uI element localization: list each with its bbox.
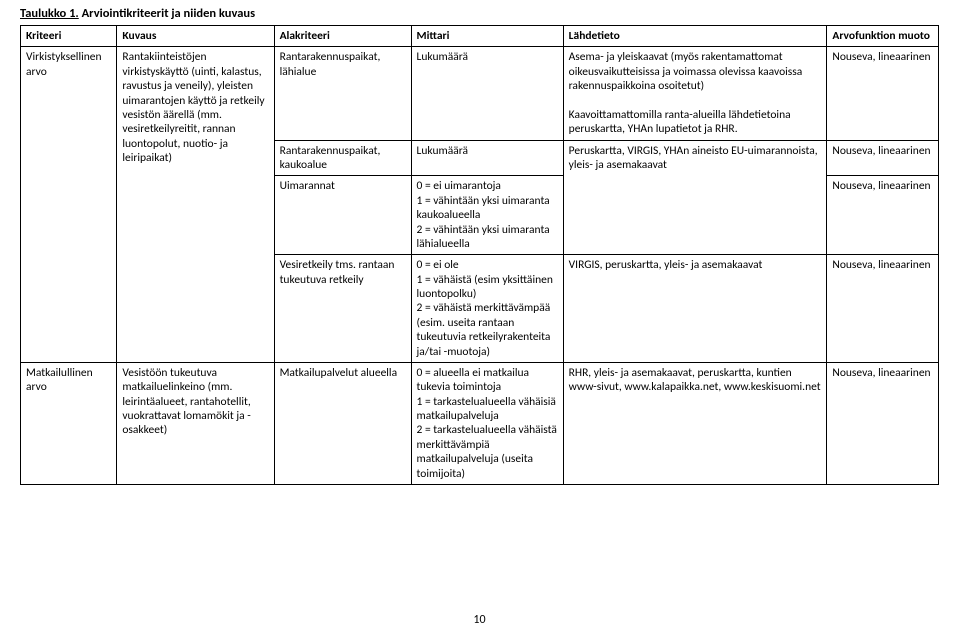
cell-mittari: Lukumäärä: [411, 140, 563, 176]
caption-label: Taulukko 1.: [20, 6, 79, 21]
cell-arvofunktio: Nouseva, lineaarinen: [827, 255, 939, 363]
cell-kriteeri: Matkailullinen arvo: [21, 362, 117, 484]
cell-mittari: 0 = ei ole1 = vähäistä (esim yksittäinen…: [411, 255, 563, 363]
caption-rest: Arviointikriteerit ja niiden kuvaus: [79, 6, 255, 21]
table-row: Matkailullinen arvo Vesistöön tukeutuva …: [21, 362, 939, 484]
header-arvofunktio: Arvofunktion muoto: [827, 26, 939, 47]
cell-arvofunktio: Nouseva, lineaarinen: [827, 140, 939, 176]
header-lahdetieto: Lähdetieto: [563, 26, 827, 47]
table-caption: Taulukko 1. Arviointikriteerit ja niiden…: [20, 6, 939, 21]
table-row: Virkistyksellinen arvo Rantakiinteistöje…: [21, 47, 939, 140]
cell-mittari: 0 = ei uimarantoja1 = vähintään yksi uim…: [411, 176, 563, 255]
cell-kuvaus: Rantakiinteistöjen virkistyskäyttö (uint…: [117, 47, 274, 363]
cell-lahdetieto: VIRGIS, peruskartta, yleis- ja asemakaav…: [563, 255, 827, 363]
cell-lahdetieto: Asema- ja yleiskaavat (myös rakentamatto…: [563, 47, 827, 140]
cell-alakriteeri: Vesiretkeily tms. rantaan tukeutuva retk…: [274, 255, 411, 363]
header-kriteeri: Kriteeri: [21, 26, 117, 47]
cell-arvofunktio: Nouseva, lineaarinen: [827, 176, 939, 255]
header-mittari: Mittari: [411, 26, 563, 47]
cell-lahdetieto: RHR, yleis- ja asemakaavat, peruskartta,…: [563, 362, 827, 484]
cell-mittari: 0 = alueella ei matkailua tukevia toimin…: [411, 362, 563, 484]
cell-alakriteeri: Rantarakennuspaikat, kaukoalue: [274, 140, 411, 176]
table-header-row: Kriteeri Kuvaus Alakriteeri Mittari Lähd…: [21, 26, 939, 47]
cell-kriteeri: Virkistyksellinen arvo: [21, 47, 117, 363]
cell-alakriteeri: Rantarakennuspaikat, lähialue: [274, 47, 411, 140]
cell-arvofunktio: Nouseva, lineaarinen: [827, 47, 939, 140]
cell-lahdetieto: Peruskartta, VIRGIS, YHAn aineisto EU-ui…: [563, 140, 827, 255]
cell-alakriteeri: Uimarannat: [274, 176, 411, 255]
page: Taulukko 1. Arviointikriteerit ja niiden…: [0, 0, 959, 633]
cell-mittari: Lukumäärä: [411, 47, 563, 140]
cell-kuvaus: Vesistöön tukeutuva matkailuelinkeino (m…: [117, 362, 274, 484]
cell-arvofunktio: Nouseva, lineaarinen: [827, 362, 939, 484]
cell-alakriteeri: Matkailupalvelut alueella: [274, 362, 411, 484]
header-kuvaus: Kuvaus: [117, 26, 274, 47]
header-alakriteeri: Alakriteeri: [274, 26, 411, 47]
criteria-table: Kriteeri Kuvaus Alakriteeri Mittari Lähd…: [20, 25, 939, 485]
page-number: 10: [0, 613, 959, 627]
